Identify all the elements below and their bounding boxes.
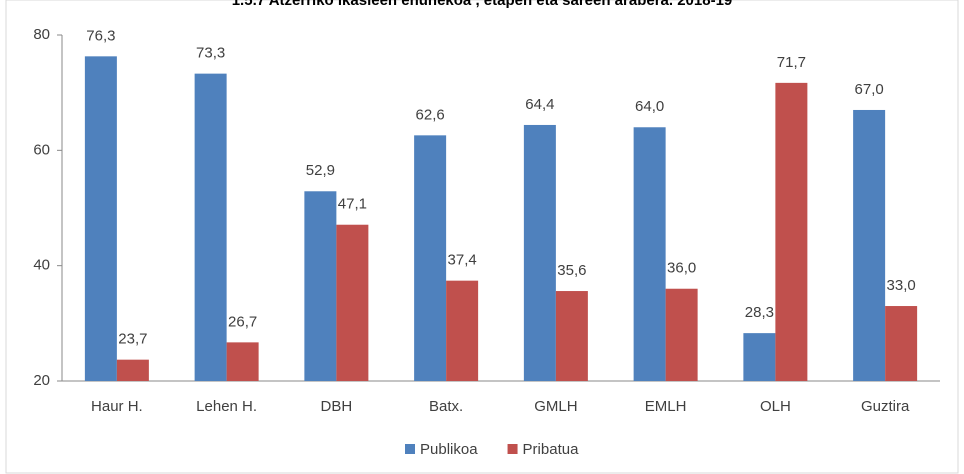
bar [633,127,666,382]
value-label: 47,1 [338,196,367,213]
bar [743,333,776,381]
value-label: 35,6 [557,262,586,279]
x-tick-label: Batx. [429,398,463,415]
value-label: 73,3 [196,45,225,62]
legend-label: Publikoa [420,441,478,458]
bar [304,191,337,381]
value-label: 37,4 [448,252,477,269]
value-label: 71,7 [777,54,806,71]
bar [336,224,369,381]
bar [775,82,808,381]
value-label: 28,3 [745,304,774,321]
value-label: 76,3 [86,27,115,44]
x-tick-label: EMLH [645,398,687,415]
value-label: 64,4 [525,96,554,113]
x-tick-label: GMLH [534,398,577,415]
value-label: 36,0 [667,260,696,277]
bar [414,135,447,381]
value-label: 26,7 [228,313,257,330]
chart-border [5,0,959,474]
y-tick-label: 80 [33,26,50,43]
bar [116,359,149,381]
bar [194,73,227,382]
bar [523,124,556,382]
x-tick-label: OLH [760,398,791,415]
x-tick-label: DBH [321,398,353,415]
bar [665,288,698,381]
value-label: 64,0 [635,98,664,115]
value-label: 52,9 [306,162,335,179]
bar [885,306,918,381]
value-label: 33,0 [887,277,916,294]
x-tick-label: Haur H. [91,398,143,415]
value-label: 62,6 [416,106,445,123]
y-tick-label: 40 [33,257,50,274]
bar [853,109,886,381]
bar [226,342,259,381]
y-tick-label: 20 [33,372,50,389]
x-tick-label: Guztira [861,398,910,415]
legend-label: Pribatua [523,441,580,458]
bar [446,280,479,381]
legend-swatch [507,444,518,454]
x-tick-label: Lehen H. [196,398,257,415]
value-label: 67,0 [855,81,884,98]
value-label: 23,7 [118,331,147,348]
bar [555,291,588,381]
bar [84,56,117,381]
legend-swatch [405,444,415,454]
y-tick-label: 60 [33,141,50,158]
chart-title: 1.5.7 Atzerriko ikasleen ehunekoa , etap… [232,0,733,9]
